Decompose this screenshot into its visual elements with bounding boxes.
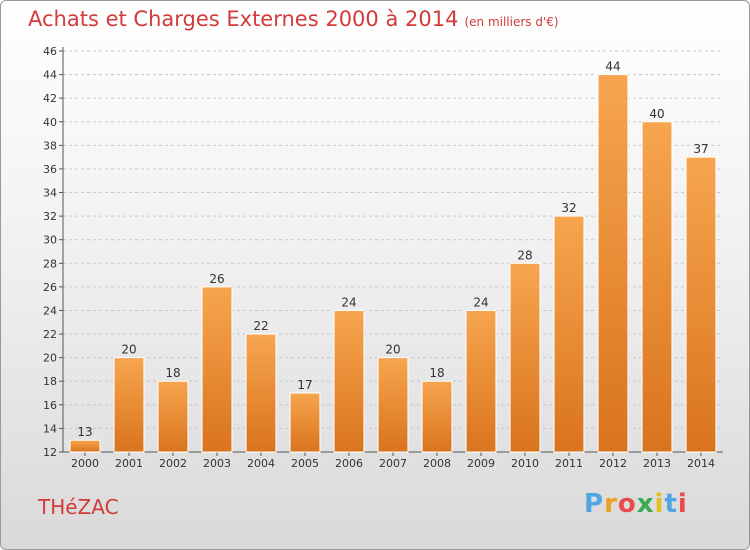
y-tick-label: 42 bbox=[43, 92, 57, 105]
bar bbox=[597, 74, 629, 453]
x-tick-label: 2010 bbox=[511, 457, 539, 470]
chart-title: Achats et Charges Externes 2000 à 2014 (e… bbox=[28, 7, 559, 31]
x-tick-label: 2006 bbox=[335, 457, 363, 470]
bar bbox=[157, 380, 189, 453]
bar-value-label: 28 bbox=[517, 248, 532, 262]
bar bbox=[245, 333, 277, 453]
y-tick-label: 28 bbox=[43, 257, 57, 270]
chart-subtitle: (en milliers d'€) bbox=[464, 15, 559, 29]
logo-letter: i bbox=[677, 489, 688, 519]
bar-value-label: 20 bbox=[121, 343, 136, 357]
bar bbox=[641, 121, 673, 453]
logo-letter: o bbox=[617, 489, 637, 519]
x-tick-label: 2009 bbox=[467, 457, 495, 470]
logo-letter: P bbox=[584, 489, 605, 519]
logo-letter: t bbox=[664, 489, 678, 519]
bar-value-label: 32 bbox=[561, 201, 576, 215]
bar bbox=[421, 380, 453, 453]
x-tick-label: 2004 bbox=[247, 457, 275, 470]
bar-value-label: 18 bbox=[165, 366, 180, 380]
bar bbox=[553, 215, 585, 453]
x-tick-label: 2013 bbox=[643, 457, 671, 470]
bar-value-label: 37 bbox=[693, 142, 708, 156]
y-tick-label: 44 bbox=[43, 69, 57, 82]
x-tick-label: 2005 bbox=[291, 457, 319, 470]
x-tick-label: 2008 bbox=[423, 457, 451, 470]
bar-value-label: 26 bbox=[209, 272, 224, 286]
y-tick-label: 34 bbox=[43, 187, 57, 200]
y-tick-label: 24 bbox=[43, 304, 57, 317]
bar-value-label: 40 bbox=[649, 107, 664, 121]
bar bbox=[333, 309, 365, 453]
bar-value-label: 13 bbox=[77, 425, 92, 439]
y-tick-label: 46 bbox=[43, 45, 57, 58]
bar-value-label: 24 bbox=[341, 295, 356, 309]
x-tick-label: 2014 bbox=[687, 457, 715, 470]
y-tick-label: 32 bbox=[43, 210, 57, 223]
y-tick-label: 30 bbox=[43, 234, 57, 247]
logo-letter: i bbox=[654, 489, 665, 519]
bar bbox=[685, 156, 717, 453]
bar bbox=[509, 262, 541, 453]
x-tick-label: 2000 bbox=[71, 457, 99, 470]
y-tick-label: 38 bbox=[43, 139, 57, 152]
y-tick-label: 20 bbox=[43, 352, 57, 365]
bar bbox=[465, 309, 497, 453]
y-tick-label: 16 bbox=[43, 399, 57, 412]
bar bbox=[113, 357, 145, 453]
y-tick-label: 18 bbox=[43, 375, 57, 388]
y-tick-label: 22 bbox=[43, 328, 57, 341]
proxiti-logo: Proxiti bbox=[584, 489, 688, 519]
bar-value-label: 22 bbox=[253, 319, 268, 333]
logo-letter: x bbox=[636, 489, 655, 519]
x-tick-label: 2002 bbox=[159, 457, 187, 470]
bar-value-label: 20 bbox=[385, 343, 400, 357]
y-tick-label: 40 bbox=[43, 116, 57, 129]
bar-value-label: 24 bbox=[473, 295, 488, 309]
bar bbox=[377, 357, 409, 453]
x-tick-label: 2011 bbox=[555, 457, 583, 470]
x-tick-label: 2003 bbox=[203, 457, 231, 470]
bars bbox=[69, 74, 717, 453]
chart-title-text: Achats et Charges Externes 2000 à 2014 bbox=[28, 7, 459, 31]
y-tick-label: 26 bbox=[43, 281, 57, 294]
bar-value-label: 17 bbox=[297, 378, 312, 392]
commune-name: THéZAC bbox=[38, 495, 119, 519]
bar-value-label: 18 bbox=[429, 366, 444, 380]
x-tick-label: 2001 bbox=[115, 457, 143, 470]
bar bbox=[69, 439, 101, 453]
x-tick-label: 2007 bbox=[379, 457, 407, 470]
bar bbox=[201, 286, 233, 453]
logo-letter: r bbox=[604, 489, 618, 519]
y-tick-label: 12 bbox=[43, 446, 57, 459]
labels: 12 14 16 18 20 22 24 26 28 30 32 34 36 38 40 42 44 46 13 20… bbox=[43, 45, 715, 470]
x-tick-label: 2012 bbox=[599, 457, 627, 470]
y-tick-label: 36 bbox=[43, 163, 57, 176]
y-tick-label: 14 bbox=[43, 422, 57, 435]
bar-value-label: 44 bbox=[605, 60, 620, 74]
bar bbox=[289, 392, 321, 453]
